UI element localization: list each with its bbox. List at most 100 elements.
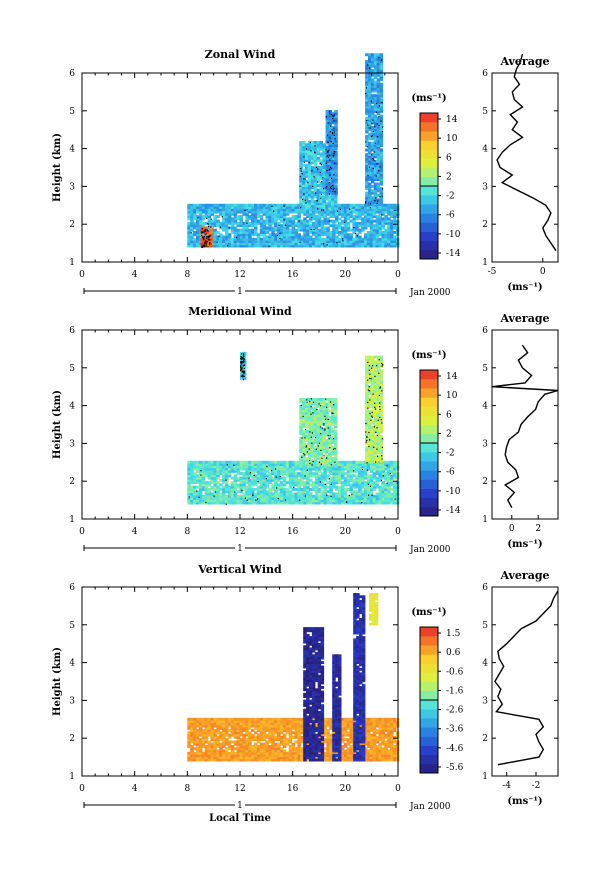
data-cell [297,501,301,505]
data-cell [225,488,229,491]
data-cell [364,217,368,221]
data-cell [233,469,238,473]
data-cell [242,499,246,503]
data-cell [209,233,213,237]
data-cell [256,215,261,218]
data-cell [311,221,316,225]
data-cell [230,494,235,498]
data-cell [368,146,372,150]
data-cell [331,125,335,129]
data-cell [201,478,206,482]
data-cell [343,237,348,241]
data-cell [393,490,397,494]
data-cell [373,82,378,86]
data-cell [259,472,264,475]
data-cell [376,432,381,436]
data-cell [288,467,293,471]
data-cell [375,478,380,482]
data-cell [343,490,348,494]
data-cell [305,145,309,149]
contour-speck [301,173,303,175]
data-cell [219,472,223,475]
data-cell [305,206,309,210]
data-cell [373,73,378,77]
data-cell [313,190,318,194]
data-cell [305,154,309,158]
data-cell [340,492,345,496]
contour-speck [378,372,380,374]
data-cell [368,401,372,404]
contour-speck [208,243,211,245]
data-cell [364,490,368,494]
data-cell [349,237,353,241]
data-cell [379,162,384,166]
data-cell [343,215,348,218]
data-cell [196,729,200,732]
data-cell [319,161,323,165]
contour-speck [304,475,306,477]
data-cell [328,123,332,127]
contour-speck [312,412,314,414]
data-cell [384,237,388,241]
contour-speck [209,239,211,241]
contour-speck [369,439,371,441]
data-cell [213,499,217,503]
data-cell [393,240,397,243]
contour-speck [374,406,376,408]
data-cell [369,469,374,473]
data-cell [352,221,356,225]
data-cell [303,221,307,225]
data-cell [370,80,375,84]
data-cell [379,121,384,125]
data-cell [352,215,356,218]
data-cell [305,459,309,463]
data-cell [316,152,321,156]
data-cell [277,244,281,248]
data-cell [332,497,336,500]
data-cell [369,244,374,248]
data-cell [365,455,369,459]
data-cell [222,485,226,489]
contour-speck [240,375,243,377]
contour-speck [320,193,322,196]
data-cell [329,488,333,491]
data-cell [222,237,226,241]
data-cell [329,481,333,485]
data-cell [204,499,209,503]
data-cell [390,499,394,503]
contour-speck [367,361,369,363]
x-tick-label: 20 [340,527,352,537]
data-cell [334,153,338,156]
data-cell [307,420,312,424]
data-cell [338,237,342,241]
data-cell [343,233,348,237]
data-cell [245,490,249,494]
data-cell [316,420,321,424]
data-cell [369,219,374,223]
data-cell [313,175,318,178]
data-cell [310,145,315,149]
data-cell [368,371,372,375]
data-cell [379,437,384,441]
data-cell [322,177,326,181]
data-cell [256,492,261,496]
data-cell [365,184,369,188]
data-cell [364,235,368,239]
data-cell [294,460,298,464]
data-cell [201,221,206,225]
data-cell [294,231,298,234]
data-cell [361,481,365,485]
data-cell [210,474,214,478]
contour-speck [317,181,319,183]
data-cell [369,492,374,496]
data-cell [379,392,384,395]
data-cell [251,244,255,248]
data-cell [335,240,339,243]
data-cell [227,242,232,246]
data-cell [245,226,249,230]
contour-speck [381,458,383,460]
data-cell [334,447,338,451]
data-cell [366,467,371,471]
data-cell [297,242,301,246]
data-cell [332,483,336,487]
